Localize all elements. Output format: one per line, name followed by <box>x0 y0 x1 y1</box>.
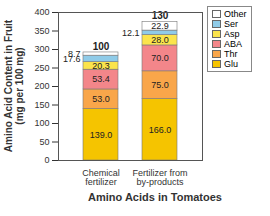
svg-text:0: 0 <box>44 155 49 165</box>
html-text:Ser: Ser <box>224 19 238 29</box>
svg-text:53.0: 53.0 <box>92 94 110 104</box>
html-text:Thr: Thr <box>224 49 238 59</box>
svg-text:350: 350 <box>34 26 49 36</box>
svg-text:70.0: 70.0 <box>151 53 169 63</box>
svg-text:300: 300 <box>34 44 49 54</box>
svg-text:400: 400 <box>34 7 49 17</box>
svg-text:50: 50 <box>39 137 49 147</box>
svg-text:Chemicalfertilizer: Chemicalfertilizer <box>82 168 120 187</box>
svg-text:150: 150 <box>34 100 49 110</box>
svg-text:75.0: 75.0 <box>151 80 169 90</box>
svg-text:200: 200 <box>34 81 49 91</box>
html-text:Other: Other <box>224 9 247 19</box>
svg-text:166.0: 166.0 <box>149 125 172 135</box>
svg-text:100: 100 <box>34 118 49 128</box>
html-text:Asp: Asp <box>224 29 240 39</box>
svg-text:12.1: 12.1 <box>122 28 140 38</box>
svg-text:22.9: 22.9 <box>151 21 169 31</box>
svg-text:28.0: 28.0 <box>151 35 169 45</box>
svg-text:8.7: 8.7 <box>68 49 81 59</box>
svg-text:100: 100 <box>93 41 110 52</box>
svg-text:53.4: 53.4 <box>92 74 110 84</box>
svg-text:Amino Acid Content in Fruit(mg: Amino Acid Content in Fruit(mg per 100 m… <box>3 19 25 152</box>
svg-text:Fertilizer fromby-products: Fertilizer fromby-products <box>132 168 187 187</box>
html-text:Amino Acids in Tomatoes: Amino Acids in Tomatoes <box>88 191 222 203</box>
html-text:Glu: Glu <box>224 59 238 69</box>
svg-text:20.3: 20.3 <box>92 61 110 71</box>
svg-text:250: 250 <box>34 63 49 73</box>
svg-text:130: 130 <box>152 10 169 21</box>
svg-text:139.0: 139.0 <box>90 130 113 140</box>
html-text:ABA: ABA <box>224 39 242 49</box>
